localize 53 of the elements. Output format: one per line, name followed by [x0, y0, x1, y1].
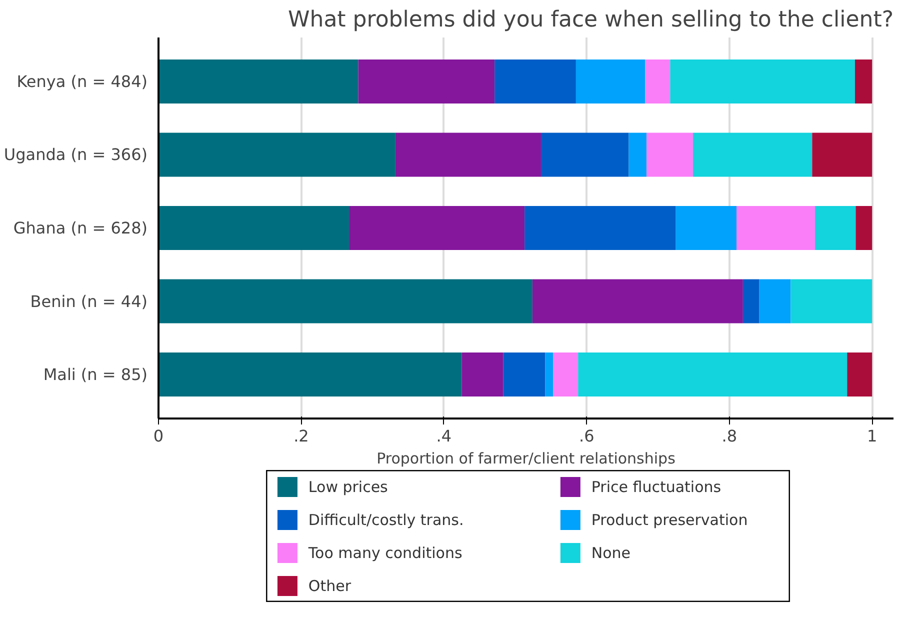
- bar: [158, 59, 358, 104]
- x-tick-label: .6: [579, 426, 594, 446]
- bar: [358, 59, 495, 104]
- bar: [847, 352, 872, 397]
- bar: [742, 279, 760, 324]
- bar: [545, 352, 554, 397]
- x-tick-label: 1: [867, 426, 878, 446]
- legend-label: Difficult/costly trans.: [308, 511, 464, 529]
- legend-label: None: [591, 544, 631, 562]
- bar: [645, 59, 670, 104]
- bar: [349, 206, 525, 250]
- chart-title: What problems did you face when selling to the client?: [288, 8, 894, 32]
- bar: [462, 352, 504, 397]
- y-tick-label: Ghana (n = 628): [13, 218, 148, 238]
- bar: [692, 132, 812, 177]
- x-tick-label: 0: [153, 426, 164, 446]
- legend-label: Other: [308, 577, 352, 595]
- y-tick-label: Benin (n = 44): [30, 292, 148, 311]
- bar: [158, 206, 350, 250]
- bar: [856, 206, 872, 250]
- bar: [854, 59, 872, 104]
- bar: [158, 279, 532, 324]
- bar: [646, 132, 693, 177]
- x-tick-label: .8: [722, 426, 738, 446]
- bar: [812, 132, 872, 177]
- bar: [553, 352, 578, 397]
- bar: [158, 132, 396, 177]
- bar: [494, 59, 576, 104]
- bar: [395, 132, 541, 177]
- bar: [503, 352, 546, 397]
- y-tick-label: Mali (n = 85): [43, 365, 148, 384]
- x-tick-label: .2: [294, 426, 309, 446]
- bar: [540, 132, 629, 177]
- legend-label: Product preservation: [591, 511, 748, 529]
- bar: [524, 206, 676, 250]
- bar: [815, 206, 856, 250]
- bar: [790, 279, 872, 324]
- bar: [670, 59, 855, 104]
- bar: [628, 132, 647, 177]
- bar: [759, 279, 791, 324]
- x-axis-title: Proportion of farmer/client relationships: [376, 450, 676, 468]
- bar: [576, 59, 646, 104]
- x-tick-label: .4: [436, 426, 452, 446]
- legend-label: Too many conditions: [307, 544, 462, 562]
- bar: [736, 206, 816, 250]
- bar: [158, 352, 462, 397]
- y-tick-label: Uganda (n = 366): [4, 145, 148, 164]
- legend-label: Price fluctuations: [591, 478, 722, 496]
- bar: [676, 206, 737, 250]
- y-tick-label: Kenya (n = 484): [16, 72, 148, 91]
- legend-label: Low prices: [308, 478, 388, 496]
- bar: [578, 352, 848, 397]
- bar: [532, 279, 743, 324]
